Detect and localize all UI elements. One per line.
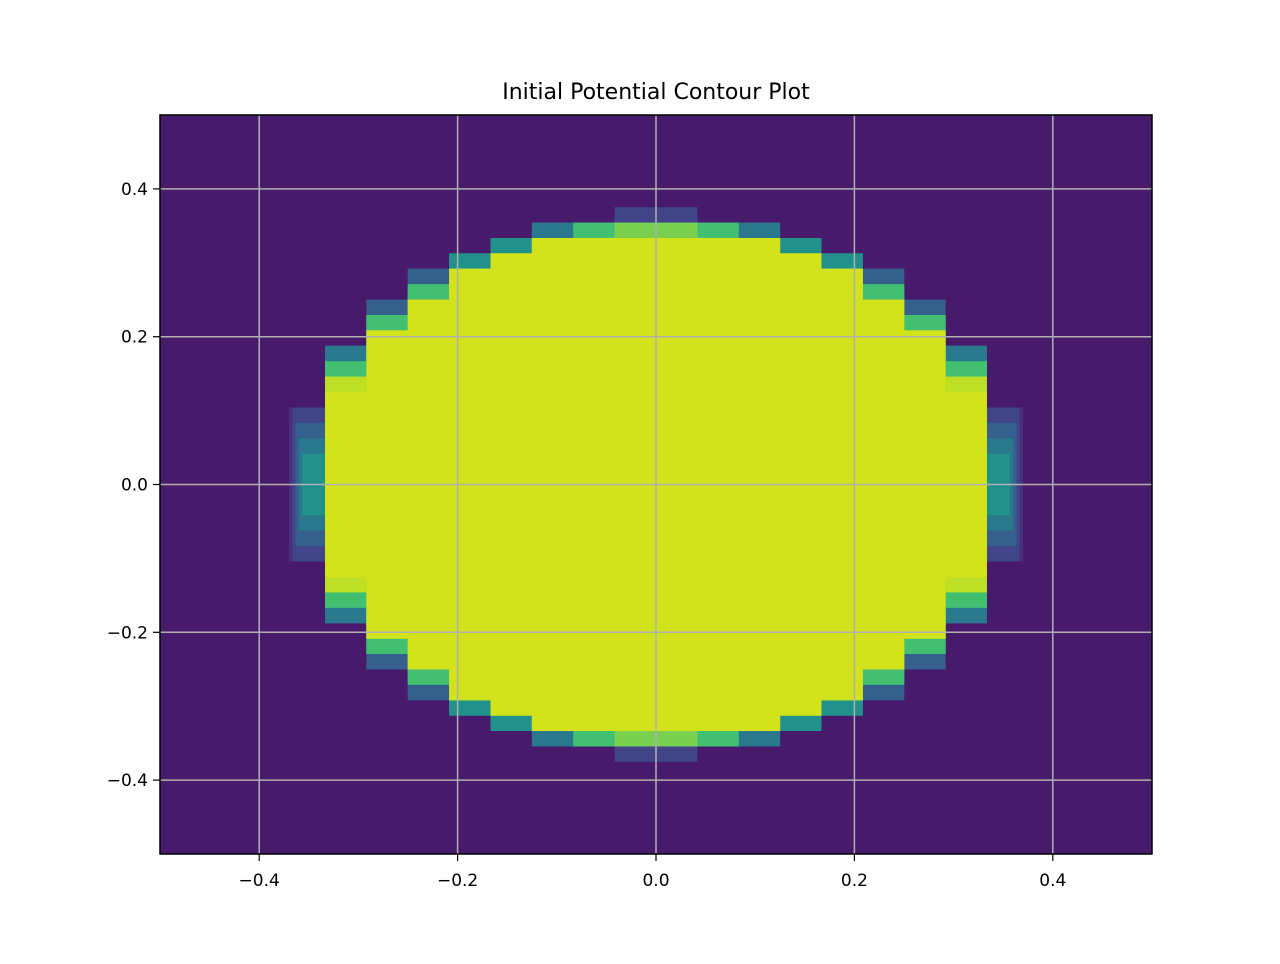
x-tick-label: 0.2 [841, 871, 868, 891]
x-tick-label: −0.4 [239, 871, 280, 891]
y-tick-label: −0.2 [107, 623, 148, 643]
x-axis: −0.4 −0.2 0.0 0.2 0.4 [239, 854, 1066, 891]
plot-area [160, 115, 1152, 854]
y-tick-label: −0.4 [107, 771, 148, 791]
x-tick-label: −0.2 [437, 871, 478, 891]
y-tick-label: 0.4 [121, 180, 148, 200]
y-tick-label: 0.2 [121, 328, 148, 348]
x-tick-label: 0.0 [642, 871, 669, 891]
x-tick-label: 0.4 [1039, 871, 1066, 891]
chart-title: Initial Potential Contour Plot [502, 80, 810, 105]
y-tick-label: 0.0 [121, 476, 148, 496]
y-axis: −0.4 −0.2 0.0 0.2 0.4 [107, 180, 160, 791]
grid-lines [160, 115, 1152, 854]
